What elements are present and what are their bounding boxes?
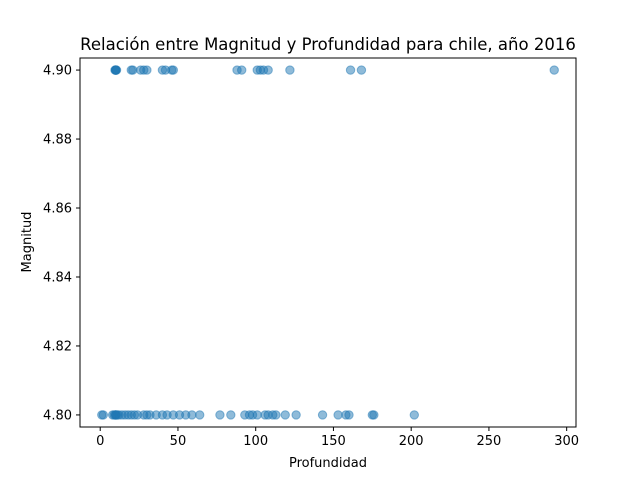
- y-axis-ticks: 4.80 4.82 4.84 4.86 4.88 4.90: [43, 64, 80, 423]
- x-tick-label: 100: [243, 434, 268, 449]
- data-point: [369, 410, 379, 420]
- chart-title: Relación entre Magnitud y Profundidad pa…: [80, 35, 576, 54]
- data-point: [195, 410, 205, 420]
- data-points: [97, 65, 559, 420]
- data-point: [345, 65, 356, 75]
- y-tick-label: 4.86: [43, 202, 72, 217]
- data-point: [317, 410, 328, 420]
- y-tick-label: 4.80: [43, 408, 72, 423]
- data-point: [333, 410, 343, 420]
- data-point: [237, 65, 247, 75]
- data-point: [226, 410, 236, 420]
- x-tick-label: 0: [96, 434, 104, 449]
- data-point: [252, 410, 262, 420]
- x-tick-label: 300: [554, 434, 579, 449]
- data-point: [280, 410, 290, 420]
- data-point: [128, 65, 138, 75]
- x-axis-title: Profundidad: [289, 456, 367, 471]
- y-tick-label: 4.88: [43, 133, 72, 148]
- x-tick-label: 250: [477, 434, 502, 449]
- data-point: [168, 65, 178, 75]
- x-axis-ticks: 0 50 100 150 200 250 300: [96, 427, 579, 449]
- data-point: [271, 410, 281, 420]
- y-tick-label: 4.82: [43, 339, 72, 354]
- data-point: [187, 410, 197, 420]
- y-tick-label: 4.90: [43, 64, 72, 79]
- x-tick-label: 200: [399, 434, 424, 449]
- data-point: [356, 65, 367, 75]
- data-point: [409, 410, 419, 420]
- data-point: [549, 65, 559, 75]
- data-point: [285, 65, 295, 75]
- y-tick-label: 4.84: [43, 270, 72, 285]
- data-point: [215, 410, 225, 420]
- data-point: [111, 65, 121, 75]
- x-tick-label: 50: [170, 434, 187, 449]
- data-point: [142, 65, 152, 75]
- data-point: [291, 410, 301, 420]
- data-point: [263, 65, 273, 75]
- x-tick-label: 150: [321, 434, 346, 449]
- data-point: [98, 410, 109, 420]
- data-point: [344, 410, 354, 420]
- plot-area-frame: [79, 57, 577, 428]
- y-axis-title: Magnitud: [20, 212, 35, 273]
